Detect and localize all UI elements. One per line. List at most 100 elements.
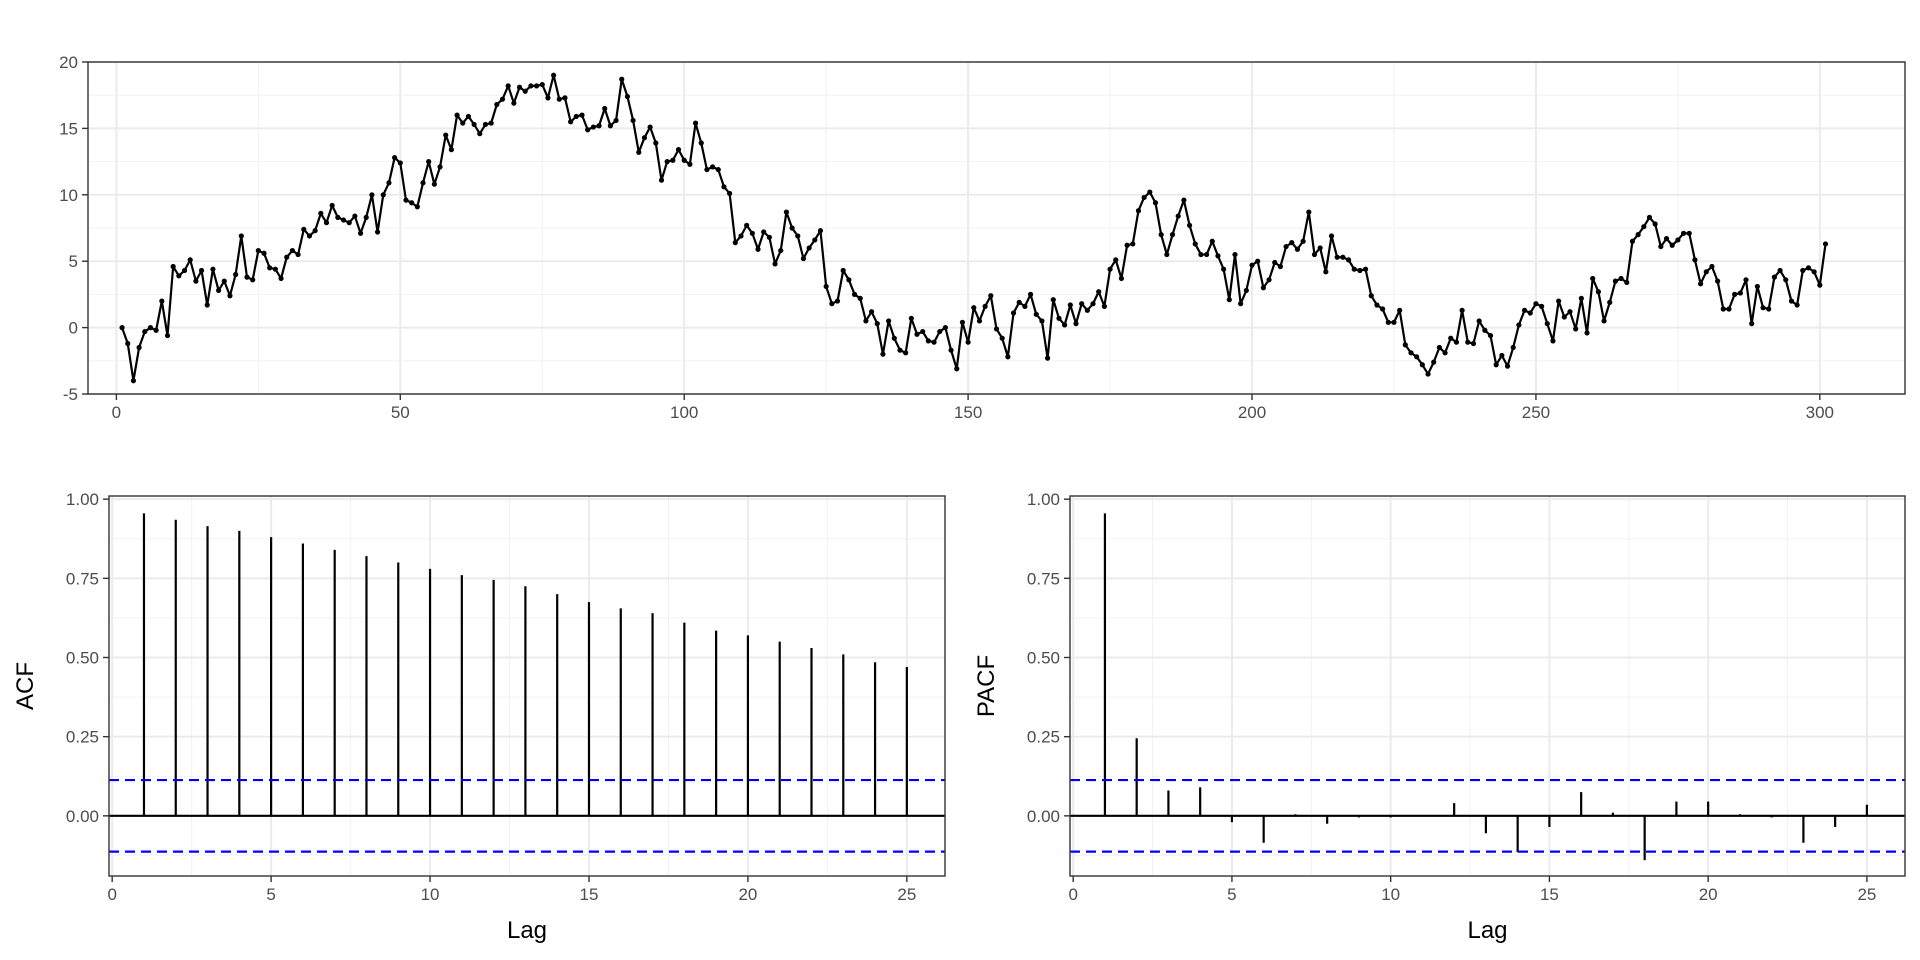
series-point	[1209, 238, 1215, 244]
series-point	[312, 228, 318, 234]
series-point	[772, 261, 778, 267]
series-point	[1783, 277, 1789, 283]
series-point	[1096, 289, 1102, 295]
series-point	[369, 192, 375, 198]
series-point	[397, 160, 403, 166]
series-point	[181, 267, 188, 274]
pacf-x-axis-title: Lag	[1467, 917, 1507, 944]
series-point	[1067, 302, 1073, 308]
series-point	[340, 217, 347, 223]
series-point	[596, 123, 602, 129]
series-point	[670, 157, 676, 163]
series-point	[942, 325, 948, 331]
series-point	[1658, 243, 1664, 250]
series-point	[1334, 254, 1340, 260]
series-point	[136, 344, 142, 351]
series-point	[1391, 319, 1397, 325]
series-point	[488, 120, 494, 126]
series-point	[675, 147, 682, 153]
series-point	[1368, 293, 1374, 299]
series-x-tick-label: 150	[954, 403, 982, 422]
series-point	[130, 378, 137, 384]
series-point	[823, 283, 829, 290]
series-point	[477, 131, 483, 137]
series-point	[1749, 321, 1755, 327]
series-point	[437, 164, 443, 170]
series-point	[1255, 258, 1261, 264]
series-point	[125, 340, 131, 347]
series-point	[579, 112, 585, 118]
series-point	[851, 291, 858, 297]
series-point	[1669, 242, 1675, 248]
series-point	[1425, 371, 1431, 377]
series-point	[1516, 322, 1522, 328]
series-point	[749, 230, 755, 236]
series-point	[732, 240, 738, 246]
series-point	[738, 233, 744, 239]
series-point	[755, 246, 761, 252]
series-point	[1340, 254, 1346, 260]
series-point	[1726, 306, 1732, 312]
series-point	[380, 192, 386, 198]
series-point	[363, 214, 369, 220]
series-point	[1663, 236, 1670, 242]
series-point	[516, 84, 523, 90]
acf-x-tick-label: 10	[421, 885, 440, 904]
series-point	[1578, 295, 1584, 301]
series-point	[954, 366, 960, 372]
series-point	[1419, 362, 1425, 368]
series-point	[590, 124, 596, 130]
series-point	[1720, 306, 1726, 312]
series-point	[1300, 238, 1306, 244]
series-point	[1590, 275, 1596, 282]
series-point	[1788, 298, 1795, 304]
pacf-y-tick-label: 0.25	[1027, 728, 1060, 747]
series-point	[868, 309, 875, 315]
series-point	[806, 245, 812, 251]
series-point	[1442, 350, 1448, 356]
pacf-x-tick-label: 0	[1068, 885, 1077, 904]
series-y-tick-label: 0	[69, 319, 78, 338]
series-point	[1385, 319, 1391, 325]
series-point	[959, 319, 966, 325]
series-point	[891, 335, 897, 341]
pacf-y-tick-label: 1.00	[1027, 490, 1060, 509]
series-point	[1147, 189, 1153, 195]
series-point	[1414, 354, 1420, 360]
acf-y-tick-label: 1.00	[66, 490, 99, 509]
series-point	[607, 123, 613, 129]
series-point	[1811, 269, 1817, 275]
series-point	[1033, 311, 1039, 317]
series-point	[1476, 318, 1482, 324]
series-point	[1345, 257, 1352, 263]
series-point	[1073, 321, 1079, 327]
series-point	[551, 72, 557, 78]
series-point	[993, 326, 1000, 332]
series-point	[988, 293, 994, 299]
series-point	[647, 124, 653, 130]
series-point	[1101, 303, 1107, 309]
series-y-tick-label: 10	[59, 186, 78, 205]
series-point	[1504, 363, 1511, 369]
series-point	[1737, 290, 1743, 296]
series-point	[1408, 350, 1414, 356]
series-point	[198, 267, 205, 274]
series-point	[1328, 233, 1335, 239]
series-point	[863, 318, 869, 324]
series-point	[1800, 267, 1806, 274]
series-point	[778, 247, 784, 254]
series-point	[272, 266, 278, 272]
series-point	[210, 266, 216, 272]
series-point	[1175, 213, 1181, 219]
series-point	[119, 325, 125, 331]
series-point	[795, 233, 801, 239]
series-point	[164, 332, 171, 339]
series-point	[1544, 321, 1550, 327]
series-point	[1760, 305, 1766, 311]
series-point	[1045, 355, 1051, 361]
series-point	[1794, 302, 1800, 308]
series-point	[1573, 326, 1579, 332]
series-point	[840, 267, 846, 274]
series-point	[1527, 310, 1533, 316]
pacf-y-tick-label: 0.00	[1027, 807, 1060, 826]
